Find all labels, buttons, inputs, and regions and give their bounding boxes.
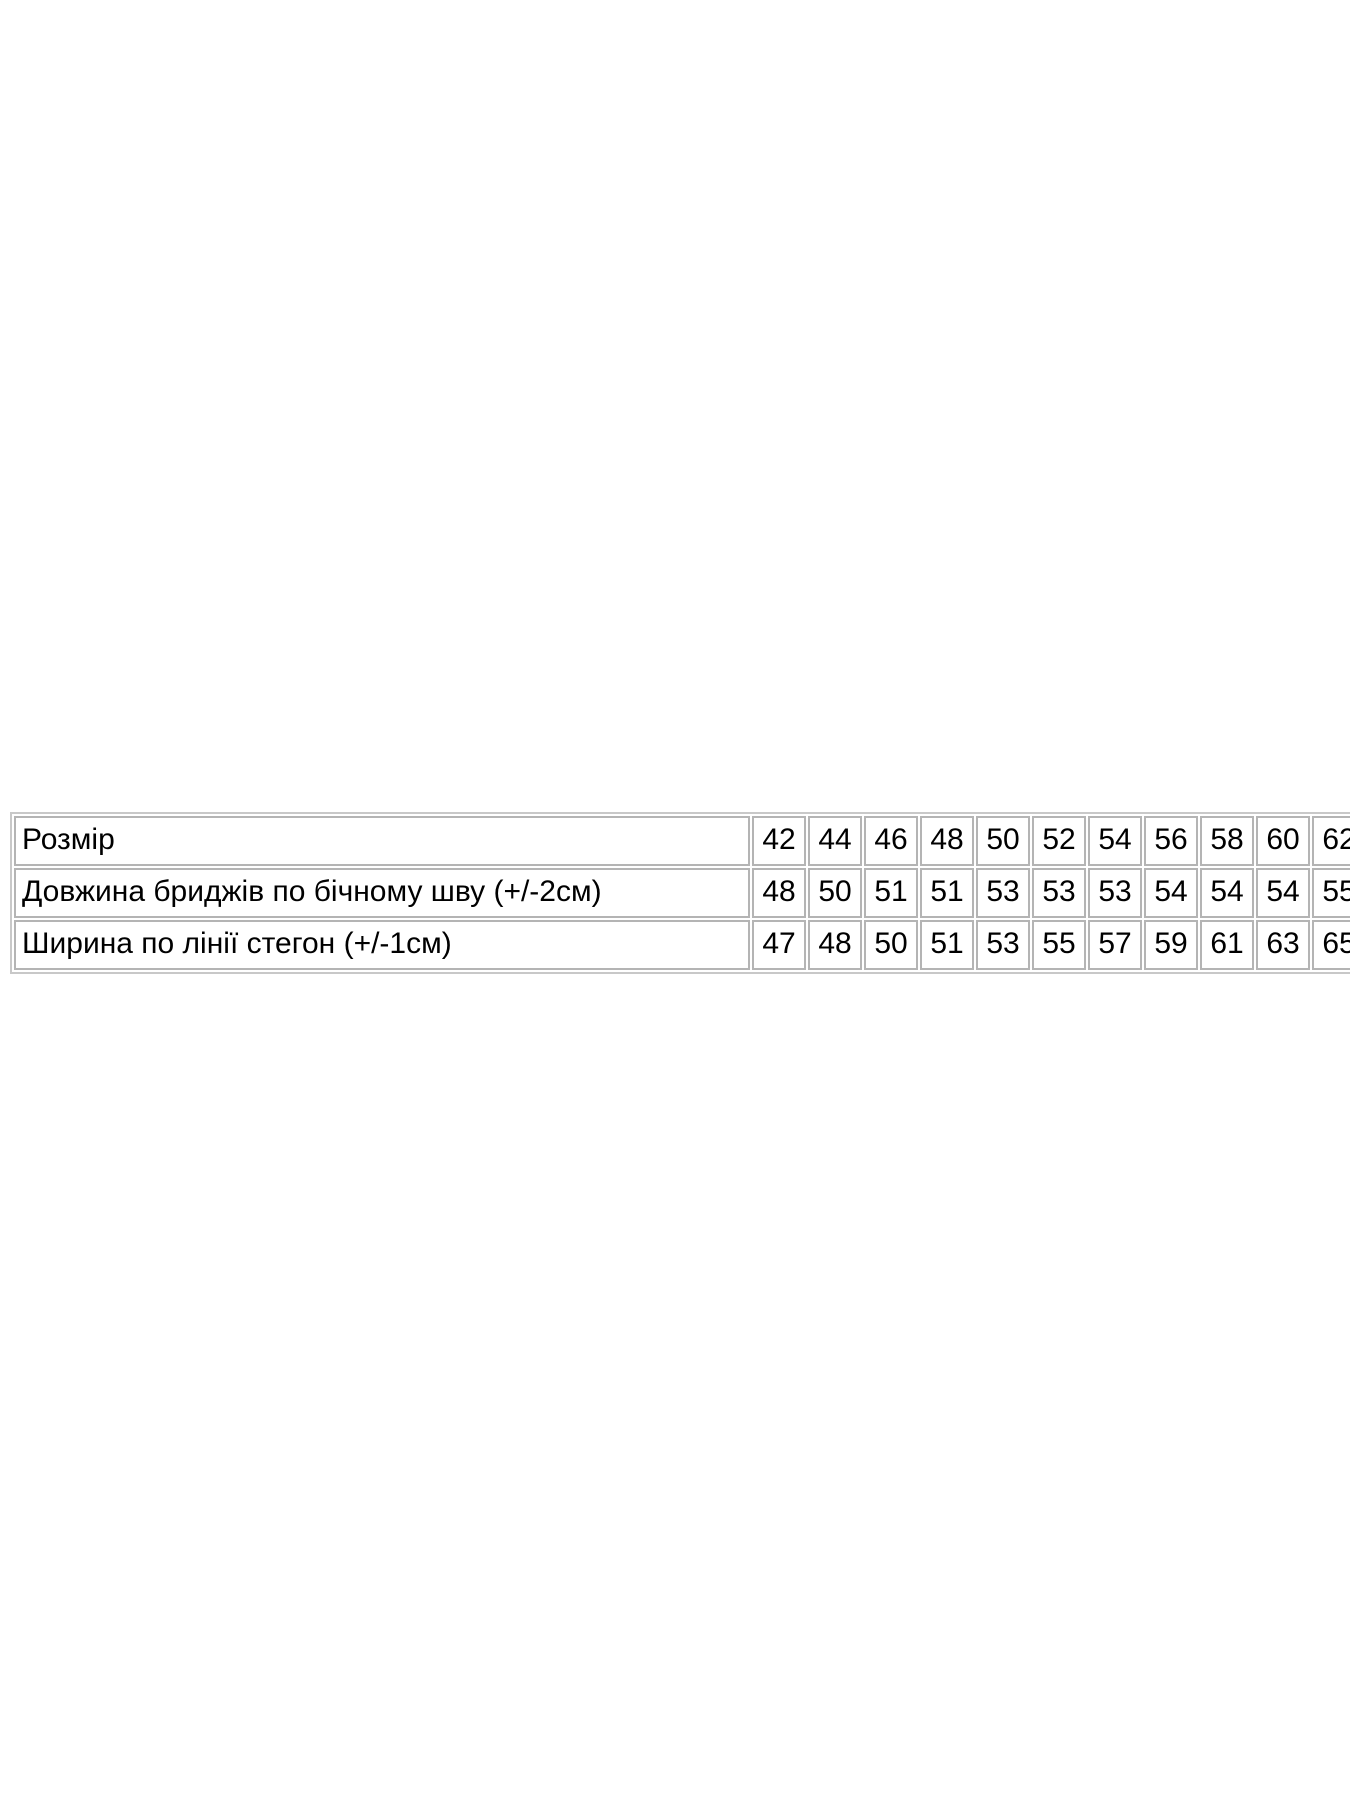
hip-width-value: 59 bbox=[1144, 920, 1198, 970]
table-row: Розмір 42 44 46 48 50 52 54 56 58 60 62 bbox=[14, 816, 1350, 866]
size-value: 54 bbox=[1088, 816, 1142, 866]
hip-width-value: 57 bbox=[1088, 920, 1142, 970]
breeches-length-value: 54 bbox=[1144, 868, 1198, 918]
hip-width-value: 51 bbox=[920, 920, 974, 970]
breeches-length-value: 55 bbox=[1312, 868, 1350, 918]
breeches-length-value: 54 bbox=[1200, 868, 1254, 918]
size-value: 60 bbox=[1256, 816, 1310, 866]
size-value: 52 bbox=[1032, 816, 1086, 866]
hip-width-value: 65 bbox=[1312, 920, 1350, 970]
size-value: 56 bbox=[1144, 816, 1198, 866]
size-value: 62 bbox=[1312, 816, 1350, 866]
table-row: Довжина бриджів по бічному шву (+/-2см) … bbox=[14, 868, 1350, 918]
breeches-length-value: 53 bbox=[1032, 868, 1086, 918]
row-label-size: Розмір bbox=[14, 816, 750, 866]
hip-width-value: 47 bbox=[752, 920, 806, 970]
hip-width-value: 55 bbox=[1032, 920, 1086, 970]
breeches-length-value: 51 bbox=[864, 868, 918, 918]
size-value: 58 bbox=[1200, 816, 1254, 866]
breeches-length-value: 53 bbox=[976, 868, 1030, 918]
size-chart-body: Розмір 42 44 46 48 50 52 54 56 58 60 62 … bbox=[14, 816, 1350, 970]
size-value: 48 bbox=[920, 816, 974, 866]
row-label-breeches-length: Довжина бриджів по бічному шву (+/-2см) bbox=[14, 868, 750, 918]
hip-width-value: 50 bbox=[864, 920, 918, 970]
hip-width-value: 53 bbox=[976, 920, 1030, 970]
table-row: Ширина по лінії стегон (+/-1см) 47 48 50… bbox=[14, 920, 1350, 970]
breeches-length-value: 48 bbox=[752, 868, 806, 918]
breeches-length-value: 50 bbox=[808, 868, 862, 918]
breeches-length-value: 51 bbox=[920, 868, 974, 918]
breeches-length-value: 54 bbox=[1256, 868, 1310, 918]
size-value: 44 bbox=[808, 816, 862, 866]
breeches-length-value: 53 bbox=[1088, 868, 1142, 918]
size-chart-container: Розмір 42 44 46 48 50 52 54 56 58 60 62 … bbox=[10, 812, 1350, 974]
size-value: 50 bbox=[976, 816, 1030, 866]
row-label-hip-width: Ширина по лінії стегон (+/-1см) bbox=[14, 920, 750, 970]
size-value: 46 bbox=[864, 816, 918, 866]
size-value: 42 bbox=[752, 816, 806, 866]
hip-width-value: 63 bbox=[1256, 920, 1310, 970]
hip-width-value: 48 bbox=[808, 920, 862, 970]
size-chart-table: Розмір 42 44 46 48 50 52 54 56 58 60 62 … bbox=[10, 812, 1350, 974]
hip-width-value: 61 bbox=[1200, 920, 1254, 970]
